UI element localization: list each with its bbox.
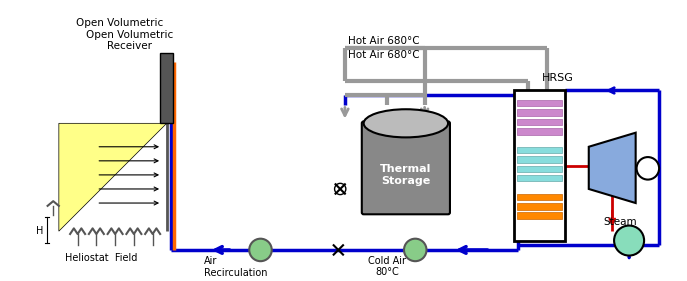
Text: H: H (36, 226, 44, 236)
Bar (160, 53, 173, 123)
Text: ~: ~ (642, 161, 653, 175)
Polygon shape (589, 133, 635, 203)
Bar (517, 203, 561, 210)
Bar (517, 147, 561, 153)
Text: Hot Air 680°C: Hot Air 680°C (348, 37, 420, 46)
Bar (517, 109, 561, 116)
Bar (517, 128, 561, 135)
Bar (517, 119, 561, 125)
FancyBboxPatch shape (362, 121, 450, 214)
Text: Air
Recirculation: Air Recirculation (204, 257, 268, 278)
Text: Hot Air 680°C: Hot Air 680°C (348, 49, 420, 60)
Circle shape (249, 239, 272, 261)
Text: Turbine: Turbine (587, 163, 624, 173)
Circle shape (404, 239, 427, 261)
Text: Steam: Steam (603, 217, 637, 227)
Text: HRSG: HRSG (542, 73, 574, 83)
Bar (517, 212, 561, 219)
Bar (514, 90, 565, 241)
Circle shape (637, 157, 659, 180)
Text: Thermal
Storage: Thermal Storage (380, 164, 431, 186)
Text: Open Volumetric
Receiver: Open Volumetric Receiver (86, 30, 173, 51)
Circle shape (614, 226, 644, 255)
Bar (517, 175, 561, 182)
Bar (517, 156, 561, 163)
Bar (517, 166, 561, 172)
Bar (517, 100, 561, 106)
Bar (517, 194, 561, 200)
Ellipse shape (363, 109, 448, 137)
Text: Open Volumetric: Open Volumetric (76, 18, 164, 28)
Text: Heliostat  Field: Heliostat Field (65, 253, 137, 263)
Polygon shape (59, 123, 167, 231)
Text: Cold Air
80°C: Cold Air 80°C (368, 255, 406, 277)
